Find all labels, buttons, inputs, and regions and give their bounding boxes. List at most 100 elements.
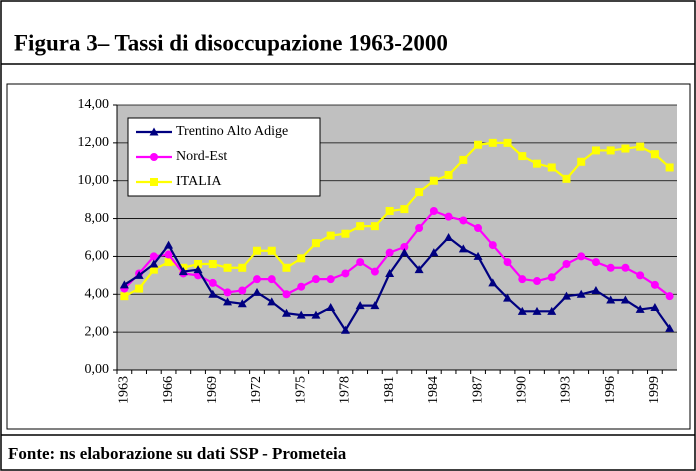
marker xyxy=(164,240,174,249)
marker xyxy=(533,159,541,168)
legend-label: Trentino Alto Adige xyxy=(176,124,288,139)
marker xyxy=(237,299,247,308)
marker xyxy=(164,250,173,259)
y-tick-label: 6,00 xyxy=(85,249,110,264)
y-tick-label: 0,00 xyxy=(85,362,110,377)
marker xyxy=(341,269,350,278)
marker xyxy=(281,308,291,317)
marker xyxy=(341,229,350,238)
marker xyxy=(135,284,144,293)
marker xyxy=(561,291,571,300)
x-tick-label: 1978 xyxy=(338,376,353,404)
marker xyxy=(400,205,409,214)
marker xyxy=(547,273,556,282)
marker xyxy=(650,150,659,159)
marker xyxy=(356,258,365,267)
marker xyxy=(576,289,586,298)
legend-marker xyxy=(150,178,158,186)
marker xyxy=(193,265,203,274)
legend-label: Nord-Est xyxy=(176,149,227,164)
marker xyxy=(370,301,380,310)
marker xyxy=(326,231,335,240)
marker xyxy=(399,248,409,257)
marker xyxy=(311,310,321,319)
marker xyxy=(311,275,320,284)
x-tick-label: 1981 xyxy=(382,376,397,404)
marker xyxy=(208,289,218,298)
marker xyxy=(444,171,453,180)
marker xyxy=(488,241,497,250)
marker xyxy=(149,259,159,268)
x-tick-label: 1993 xyxy=(559,376,574,404)
chart-title: Figura 3– Tassi di disoccupazione 1963-2… xyxy=(14,30,448,55)
marker xyxy=(238,286,247,295)
marker xyxy=(149,265,158,274)
marker xyxy=(517,306,527,315)
y-tick-label: 2,00 xyxy=(85,324,110,339)
x-tick-label: 1966 xyxy=(161,376,176,404)
marker xyxy=(518,275,527,284)
marker xyxy=(194,260,203,268)
marker xyxy=(621,144,630,153)
marker xyxy=(164,258,173,267)
marker xyxy=(311,239,320,248)
marker xyxy=(178,267,188,276)
marker xyxy=(208,278,217,287)
y-tick-label: 14,00 xyxy=(78,97,110,112)
marker xyxy=(326,303,336,312)
marker xyxy=(636,142,645,151)
marker xyxy=(238,263,247,272)
marker xyxy=(253,275,261,284)
marker xyxy=(340,325,350,334)
marker xyxy=(223,263,232,272)
marker xyxy=(429,176,438,185)
marker xyxy=(370,267,379,276)
marker xyxy=(356,222,365,231)
marker xyxy=(503,258,512,267)
marker xyxy=(370,222,379,231)
marker xyxy=(282,263,291,272)
x-tick-label: 1996 xyxy=(603,376,618,404)
marker xyxy=(385,248,394,257)
marker xyxy=(547,163,556,172)
legend-label: ITALIA xyxy=(176,174,222,189)
marker xyxy=(636,271,645,280)
y-tick-label: 4,00 xyxy=(85,287,110,302)
marker xyxy=(547,306,557,315)
marker xyxy=(488,138,497,147)
marker xyxy=(533,277,541,286)
marker xyxy=(429,248,439,257)
marker xyxy=(414,265,424,274)
x-tick-label: 1963 xyxy=(117,376,132,404)
marker xyxy=(591,258,600,267)
marker xyxy=(532,306,542,315)
marker xyxy=(444,233,454,241)
marker xyxy=(518,152,527,161)
marker xyxy=(635,304,645,313)
marker xyxy=(606,263,615,272)
marker xyxy=(400,242,409,251)
marker xyxy=(591,146,600,155)
marker xyxy=(296,310,306,319)
marker xyxy=(665,292,674,301)
marker xyxy=(120,292,129,301)
marker xyxy=(459,216,468,225)
marker xyxy=(459,155,468,164)
y-tick-label: 12,00 xyxy=(78,135,110,150)
marker xyxy=(385,207,394,215)
marker xyxy=(620,295,630,304)
marker xyxy=(267,246,276,255)
marker xyxy=(326,275,335,284)
x-tick-label: 1969 xyxy=(205,376,220,404)
marker xyxy=(591,286,601,294)
marker xyxy=(650,303,660,312)
marker xyxy=(606,295,616,304)
marker xyxy=(297,254,306,263)
marker xyxy=(577,252,586,261)
x-tick-label: 1999 xyxy=(647,376,662,404)
x-tick-label: 1990 xyxy=(514,376,529,404)
marker xyxy=(415,224,424,233)
marker xyxy=(577,157,586,166)
marker xyxy=(252,287,262,296)
marker xyxy=(149,252,158,261)
